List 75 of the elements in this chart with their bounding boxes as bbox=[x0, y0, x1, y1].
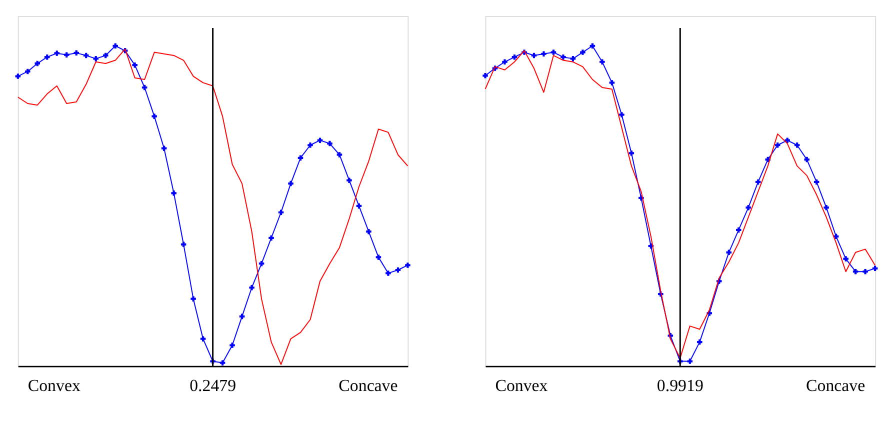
point bbox=[600, 59, 605, 65]
point bbox=[268, 235, 274, 241]
point bbox=[609, 80, 615, 86]
point bbox=[366, 228, 372, 234]
point bbox=[132, 62, 138, 68]
point bbox=[590, 43, 596, 49]
point bbox=[278, 210, 284, 216]
point bbox=[736, 227, 742, 233]
point bbox=[356, 203, 362, 209]
point bbox=[570, 56, 576, 62]
point bbox=[852, 268, 858, 274]
text: Concave bbox=[338, 376, 398, 395]
point bbox=[755, 179, 761, 185]
point bbox=[531, 52, 537, 58]
point bbox=[112, 43, 118, 49]
point bbox=[395, 267, 401, 273]
point bbox=[814, 179, 820, 185]
text: 0.2479 bbox=[190, 376, 236, 395]
point bbox=[308, 142, 313, 148]
point bbox=[862, 268, 868, 274]
text: Convex bbox=[28, 376, 81, 395]
point bbox=[560, 54, 566, 60]
point bbox=[550, 50, 556, 55]
point bbox=[258, 260, 264, 266]
point bbox=[774, 142, 780, 148]
point bbox=[161, 146, 167, 151]
text: 0.9919 bbox=[656, 376, 704, 395]
point bbox=[327, 140, 332, 146]
point bbox=[15, 74, 21, 79]
point bbox=[142, 84, 148, 90]
point bbox=[872, 266, 878, 272]
point bbox=[74, 50, 79, 56]
point bbox=[64, 52, 70, 58]
point bbox=[619, 112, 624, 118]
point bbox=[580, 50, 586, 55]
point bbox=[824, 204, 829, 210]
point bbox=[93, 56, 98, 62]
text: Convex bbox=[495, 376, 548, 395]
point bbox=[54, 50, 60, 56]
point bbox=[152, 114, 157, 119]
point bbox=[628, 150, 634, 156]
point bbox=[502, 59, 508, 65]
point bbox=[726, 250, 732, 256]
point bbox=[482, 73, 488, 78]
point bbox=[239, 314, 245, 320]
point bbox=[180, 242, 186, 248]
point bbox=[784, 138, 790, 143]
point bbox=[288, 180, 294, 186]
point bbox=[230, 342, 235, 348]
point bbox=[346, 178, 352, 183]
point bbox=[220, 360, 226, 366]
point bbox=[405, 262, 410, 268]
point bbox=[512, 54, 518, 60]
point bbox=[102, 52, 108, 58]
point bbox=[25, 68, 30, 74]
point bbox=[697, 339, 702, 345]
point bbox=[376, 254, 382, 260]
point bbox=[44, 54, 50, 60]
point bbox=[317, 138, 323, 143]
point bbox=[794, 142, 800, 148]
point bbox=[336, 152, 342, 158]
point bbox=[34, 60, 40, 66]
point bbox=[200, 336, 206, 342]
point bbox=[804, 156, 810, 162]
point bbox=[83, 52, 89, 58]
point bbox=[746, 204, 751, 210]
point bbox=[687, 358, 693, 364]
point bbox=[843, 256, 848, 262]
point bbox=[386, 270, 391, 276]
point bbox=[298, 155, 304, 161]
point bbox=[171, 190, 176, 196]
point bbox=[190, 296, 196, 302]
point bbox=[249, 284, 254, 290]
point bbox=[541, 51, 546, 57]
text: Concave bbox=[806, 376, 866, 395]
